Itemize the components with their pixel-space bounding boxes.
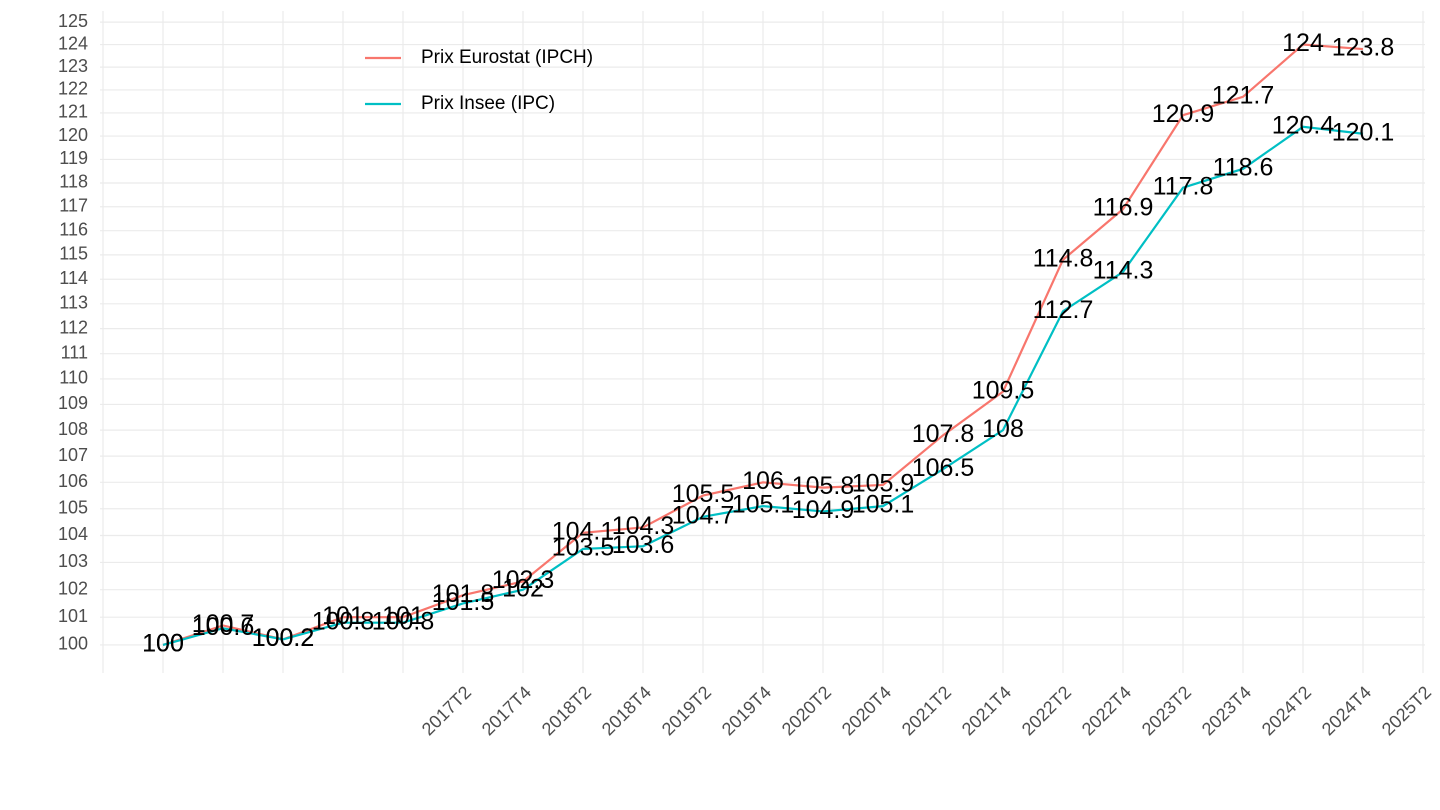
x-tick-label: 2024T2 — [1258, 682, 1315, 739]
y-tick-label: 109 — [58, 393, 88, 413]
data-label: 100.2 — [252, 624, 315, 652]
x-tick-label: 2023T2 — [1138, 682, 1195, 739]
legend-label: Prix Eurostat (IPCH) — [421, 47, 593, 68]
y-tick-label: 124 — [58, 33, 88, 53]
y-tick-label: 104 — [58, 524, 88, 544]
y-tick-label: 123 — [58, 56, 88, 76]
y-tick-label: 115 — [59, 244, 88, 264]
x-tick-label: 2020T4 — [838, 682, 895, 739]
x-tick-label: 2017T2 — [418, 682, 475, 739]
y-tick-label: 122 — [58, 79, 88, 99]
data-label: 114.8 — [1033, 244, 1094, 272]
y-tick-label: 120 — [58, 125, 88, 145]
data-label: 108 — [982, 415, 1024, 443]
data-label: 103.5 — [552, 534, 615, 562]
data-label: 105.8 — [792, 472, 855, 500]
data-label: 107.8 — [912, 420, 975, 448]
x-tick-label: 2023T4 — [1198, 682, 1255, 739]
y-tick-label: 117 — [59, 195, 88, 215]
y-tick-label: 113 — [59, 293, 88, 313]
data-label: 100 — [142, 630, 184, 658]
data-label: 109.5 — [972, 376, 1035, 404]
x-tick-label: 2022T2 — [1018, 682, 1075, 739]
data-label: 100.6 — [192, 613, 255, 641]
x-tick-label: 2017T4 — [478, 682, 535, 739]
data-label: 121.7 — [1212, 81, 1275, 109]
y-tick-label: 103 — [58, 551, 88, 571]
y-tick-label: 121 — [58, 102, 88, 122]
x-tick-label: 2019T4 — [718, 682, 775, 739]
data-label: 120.1 — [1332, 118, 1395, 146]
x-tick-label: 2019T2 — [658, 682, 715, 739]
data-label: 102.3 — [492, 566, 555, 594]
data-label: 104.9 — [792, 496, 855, 524]
y-tick-label: 105 — [58, 498, 88, 518]
data-label: 120.4 — [1272, 111, 1335, 139]
legend-label: Prix Insee (IPC) — [421, 93, 555, 114]
x-tick-label: 2022T4 — [1078, 682, 1135, 739]
x-tick-label: 2018T4 — [598, 682, 655, 739]
data-label: 101.5 — [432, 588, 495, 616]
line — [162, 43, 1364, 646]
data-label: 101 — [382, 602, 424, 630]
y-tick-label: 112 — [59, 317, 88, 337]
data-label: 103.6 — [612, 531, 675, 559]
data-label: 100.8 — [372, 607, 435, 635]
data-label: 105.5 — [672, 480, 735, 508]
data-label: 102 — [502, 574, 544, 602]
data-label: 114.3 — [1093, 257, 1154, 285]
y-tick-label: 106 — [58, 471, 88, 491]
x-tick-label: 2021T4 — [958, 682, 1015, 739]
y-tick-label: 107 — [58, 445, 88, 465]
data-label: 116.9 — [1093, 194, 1154, 222]
x-tick-label: 2025T2 — [1378, 682, 1435, 739]
y-tick-label: 118 — [59, 172, 88, 192]
y-tick-label: 101 — [58, 606, 88, 626]
x-tick-label: 2021T2 — [898, 682, 955, 739]
data-label: 104.7 — [672, 501, 735, 529]
data-label: 118.6 — [1213, 153, 1274, 181]
data-label: 100.7 — [192, 610, 255, 638]
x-tick-label: 2020T2 — [778, 682, 835, 739]
x-tick-label: 2018T2 — [538, 682, 595, 739]
data-label: 106 — [742, 467, 784, 495]
data-label: 104.3 — [612, 512, 675, 540]
data-label: 105.1 — [852, 491, 915, 519]
data-label: 101 — [322, 602, 364, 630]
y-tick-label: 102 — [58, 578, 88, 598]
data-label: 106.5 — [912, 454, 975, 482]
data-label: 112.7 — [1033, 296, 1094, 324]
y-tick-label: 116 — [59, 219, 88, 239]
line — [162, 125, 1364, 647]
data-label: 117.8 — [1153, 172, 1214, 200]
y-tick-label: 125 — [58, 11, 88, 31]
y-tick-label: 110 — [59, 368, 88, 388]
y-tick-label: 114 — [59, 268, 88, 288]
data-label: 101.8 — [432, 580, 495, 608]
y-tick-label: 111 — [61, 342, 88, 362]
y-tick-label: 100 — [58, 634, 88, 654]
y-tick-label: 108 — [58, 419, 88, 439]
x-tick-label: 2024T4 — [1318, 682, 1375, 739]
data-label: 100.2 — [252, 624, 315, 652]
data-label: 123.8 — [1332, 34, 1395, 62]
y-tick-label: 119 — [59, 148, 88, 168]
data-label: 105.1 — [732, 491, 795, 519]
data-label: 105.9 — [852, 470, 915, 498]
data-label: 100.8 — [312, 607, 375, 635]
data-label: 100 — [142, 630, 184, 658]
data-label: 124 — [1282, 29, 1324, 57]
data-label: 104.1 — [552, 517, 615, 545]
data-label: 120.9 — [1152, 100, 1215, 128]
